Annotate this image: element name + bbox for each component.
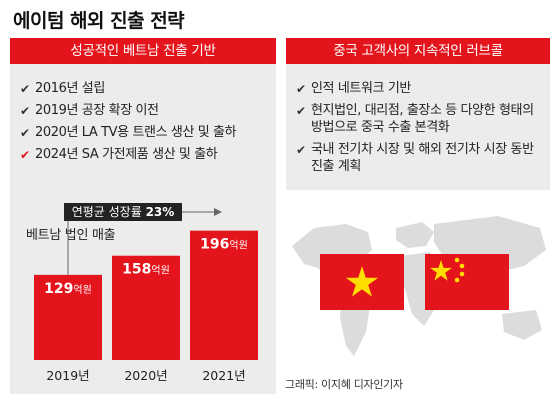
list-item: ✔ 국내 전기차 시장 및 해외 전기차 시장 동반 진출 계획 (296, 141, 540, 175)
vietnam-flag-icon (320, 254, 404, 310)
list-item: ✔ 인적 네트워크 기반 (296, 80, 540, 97)
list-item-text: 국내 전기차 시장 및 해외 전기차 시장 동반 진출 계획 (311, 142, 534, 174)
chart-title: 베트남 법인 매출 (26, 228, 116, 243)
category-label: 2020년 (124, 368, 167, 383)
bar-value-label: 129억원 (44, 281, 92, 297)
bar-value-label: 158억원 (122, 262, 170, 278)
category-label: 2019년 (46, 368, 89, 383)
vietnam-panel-header: 성공적인 베트남 진출 기반 (10, 38, 276, 64)
list-item: ✔ 2020년 LA TV용 트랜스 생산 및 출하 (20, 124, 237, 141)
check-icon: ✔ (296, 104, 306, 118)
check-icon: ✔ (296, 143, 306, 157)
check-icon: ✔ (296, 82, 306, 96)
revenue-bar-chart: 129억원 2019년 158억원 2020년 196억원 2021년 연평균 성장률 2… (34, 203, 258, 383)
list-item-text: 인적 네트워크 기반 (311, 81, 411, 96)
bar (34, 274, 102, 360)
list-item: ✔ 2024년 SA 가전제품 생산 및 출하 (20, 146, 236, 163)
list-item-text: 2020년 LA TV용 트랜스 생산 및 출하 (35, 125, 237, 140)
list-item: ✔ 2016년 설립 (20, 80, 236, 97)
china-list: ✔ 인적 네트워크 기반 ✔ 현지법인, 대리점, 출장소 등 다양한 형태의 … (296, 80, 540, 175)
bar (112, 255, 180, 360)
china-panel-header: 중국 고객사의 지속적인 러브콜 (286, 38, 550, 64)
vietnam-list: ✔ 2016년 설립 ✔ 2019년 공장 확장 이전 ✔ 2020년 LA T… (20, 80, 237, 163)
bar-value-label: 196억원 (200, 237, 248, 253)
arrow-head-icon (214, 208, 222, 216)
list-item-text: 2024년 SA 가전제품 생산 및 출하 (35, 147, 218, 162)
bar (190, 230, 258, 360)
list-item: ✔ 현지법인, 대리점, 출장소 등 다양한 형태의 방법으로 중국 수출 본격… (296, 102, 540, 136)
graphic-credit: 그래픽: 이지혜 디자인기자 (285, 378, 403, 391)
list-item-text: 2019년 공장 확장 이전 (35, 103, 159, 118)
list-item: ✔ 2019년 공장 확장 이전 (20, 102, 236, 119)
growth-rate-label: 연평균 성장률 23% (72, 205, 175, 219)
list-item-text: 2016년 설립 (35, 81, 105, 96)
list-item-text: 현지법인, 대리점, 출장소 등 다양한 형태의 방법으로 중국 수출 본격화 (311, 103, 534, 135)
check-icon: ✔ (20, 126, 30, 140)
growth-rate-badge (64, 203, 182, 221)
china-panel: 중국 고객사의 지속적인 러브콜 ✔ 인적 네트워크 기반 ✔ 현지법인, 대리… (286, 38, 550, 190)
check-icon: ✔ (20, 104, 30, 118)
china-flag-icon (425, 254, 509, 310)
page-title: 에이텀 해외 진출 전략 (13, 10, 185, 32)
check-icon: ✔ (20, 82, 30, 96)
check-icon: ✔ (20, 148, 30, 162)
category-label: 2021년 (202, 368, 245, 383)
